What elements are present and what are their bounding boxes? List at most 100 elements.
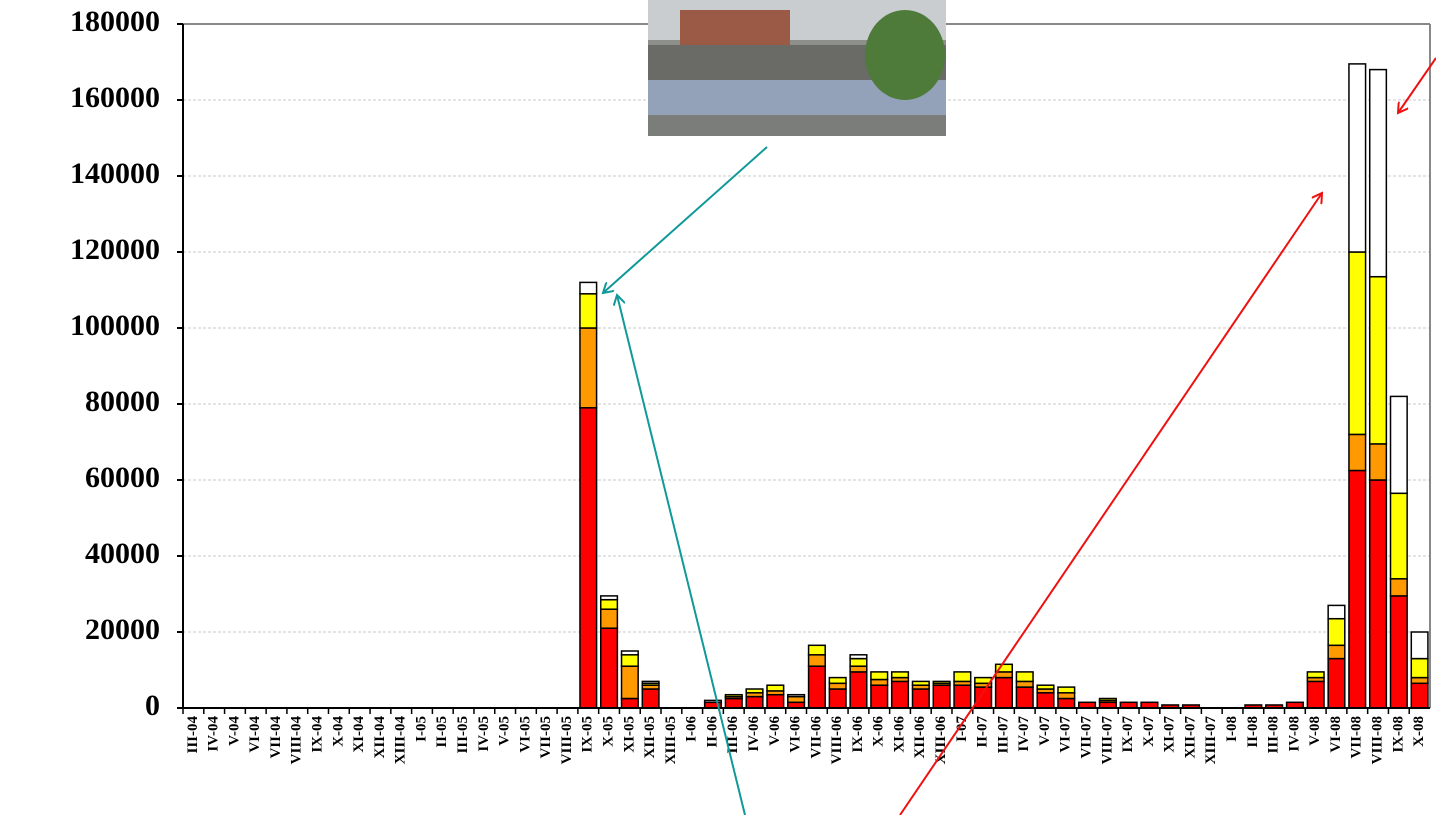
bar-segment <box>787 695 806 704</box>
x-tick-label: IX-06 <box>850 716 866 753</box>
x-tick-label: X-04 <box>330 716 346 747</box>
x-tick-label: III-07 <box>995 716 1011 754</box>
y-tick-label: 60000 <box>85 461 160 494</box>
x-tick-label: VII-05 <box>538 716 554 759</box>
x-tick-label: IV-05 <box>476 716 492 752</box>
bar-segment <box>994 663 1014 673</box>
bar-segment <box>849 671 868 709</box>
bar-segment <box>1389 492 1408 580</box>
bar-segment <box>911 680 930 686</box>
x-tick-label: XI-04 <box>351 716 367 753</box>
bar-segment <box>828 688 847 709</box>
x-tick-label: VI-04 <box>247 716 263 753</box>
x-tick-label: IX-07 <box>1120 716 1136 753</box>
bar-segment <box>745 688 764 694</box>
x-tick-label: VII-06 <box>808 716 824 759</box>
y-tick-label: 180000 <box>70 5 160 38</box>
y-tick-label: 100000 <box>70 309 160 342</box>
bar-segment <box>1348 433 1367 472</box>
bar-segment <box>1057 697 1076 709</box>
x-tick-label: III-05 <box>455 716 471 754</box>
x-tick-label: VI-08 <box>1328 716 1344 753</box>
bar-segment <box>1015 686 1034 709</box>
bar-segment <box>599 627 619 709</box>
y-tick-label: 140000 <box>70 157 160 190</box>
y-tick-label: 0 <box>145 689 160 722</box>
bar-segment <box>828 682 847 690</box>
y-tick-label: 160000 <box>70 81 160 114</box>
x-tick-label: II-06 <box>704 716 720 748</box>
bar-segment <box>1389 395 1408 495</box>
x-tick-label: XIII-05 <box>663 716 679 764</box>
x-tick-label: IX-08 <box>1390 716 1406 753</box>
x-tick-label: XI-06 <box>891 716 907 753</box>
x-tick-label: VIII-07 <box>1099 716 1115 765</box>
bar-segment <box>932 680 951 685</box>
x-tick-label: III-04 <box>185 716 201 754</box>
bar-segment <box>1410 657 1429 679</box>
bar-segment <box>890 671 910 679</box>
x-tick-label: II-05 <box>434 716 450 748</box>
x-tick-label: VI-07 <box>1058 716 1074 753</box>
x-tick-label: IV-06 <box>746 716 762 752</box>
bar-segment <box>1015 671 1034 683</box>
x-tick-label: V-07 <box>1037 716 1053 746</box>
x-tick-label: I-06 <box>684 716 700 742</box>
bar-segment <box>849 657 868 667</box>
x-tick-label: XIII-06 <box>933 716 949 765</box>
bar-segment <box>953 684 972 709</box>
bar-segment <box>1327 657 1346 709</box>
x-tick-label: I-05 <box>413 716 429 742</box>
bar-segment <box>828 676 847 685</box>
bar-segment <box>1368 443 1388 481</box>
bar-segment <box>953 671 972 683</box>
bar-segment <box>620 665 639 700</box>
x-tick-label: V-04 <box>226 716 242 746</box>
bar-segment <box>1368 479 1388 709</box>
bar-segment <box>724 697 743 709</box>
arrow <box>617 295 746 815</box>
bar-segment <box>1306 671 1325 679</box>
bar-segment <box>849 665 868 673</box>
x-tick-label: IV-08 <box>1286 716 1302 752</box>
bar-segment <box>1410 682 1429 709</box>
bar-segment <box>1015 680 1034 688</box>
bar-segment <box>599 608 619 629</box>
x-tick-label: V-05 <box>497 716 513 746</box>
x-tick-label: II-08 <box>1245 716 1261 748</box>
x-tick-label: VIII-04 <box>289 716 305 765</box>
x-tick-label: XIII-07 <box>1203 716 1219 765</box>
bar-segment <box>870 671 889 681</box>
bar-segment <box>1348 469 1367 709</box>
bar-segment <box>1327 617 1346 647</box>
x-tick-label: VII-04 <box>268 716 284 759</box>
bar-segment <box>1348 63 1367 253</box>
bar-segment <box>1410 631 1429 660</box>
x-tick-label: III-08 <box>1266 716 1282 754</box>
bar-segment <box>1348 251 1367 436</box>
bar-segment <box>1410 676 1429 685</box>
x-tick-label: XII-07 <box>1182 716 1198 759</box>
bar-segment <box>1327 604 1346 620</box>
x-tick-label: XII-06 <box>912 716 928 759</box>
bar-segment <box>1036 692 1055 709</box>
bar-segment <box>766 684 785 692</box>
x-tick-label: X-05 <box>600 716 616 747</box>
bar-segment <box>579 327 598 409</box>
bar-segment <box>1389 595 1408 709</box>
photo <box>648 0 946 136</box>
bar-segment <box>1389 578 1408 597</box>
y-tick-label: 120000 <box>70 233 160 266</box>
x-tick-label: XII-04 <box>372 716 388 759</box>
x-tick-label: VIII-08 <box>1369 716 1385 764</box>
x-tick-label: XII-05 <box>642 716 658 759</box>
bar-segment <box>807 665 826 709</box>
x-tick-label: XIII-04 <box>393 716 409 765</box>
bar-segment <box>870 678 889 686</box>
bar-segment <box>766 693 785 709</box>
bar-segment <box>579 407 598 709</box>
bar-segment <box>994 676 1014 709</box>
bar-segment <box>932 684 951 709</box>
arrow <box>603 146 768 293</box>
